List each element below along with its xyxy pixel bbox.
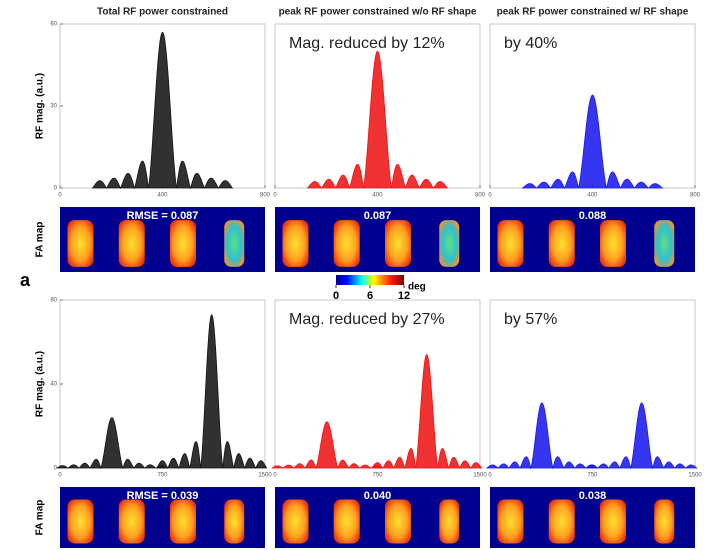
annotation: Mag. reduced by 27% (289, 311, 445, 328)
fa-blob (498, 220, 524, 267)
fa-blob (439, 500, 459, 544)
fa-blob (439, 220, 459, 267)
fa-blob (600, 220, 626, 267)
rmse-label: 0.088 (579, 210, 607, 222)
annotation: Mag. reduced by 12% (289, 35, 445, 52)
fa-blob (119, 220, 145, 267)
x-tick-label: 750 (157, 473, 168, 479)
y-axis-label: RF mag. (a.u.) (35, 73, 46, 139)
fa-blob (334, 500, 360, 544)
colorbar-tick-label: 6 (367, 290, 373, 302)
column-title: peak RF power constrained w/ RF shape (497, 7, 689, 18)
x-tick-label: 400 (587, 193, 598, 199)
x-tick-label: 800 (690, 193, 701, 199)
panel-label: a (20, 270, 31, 290)
fa-blob (224, 220, 244, 267)
y-tick-label: 30 (50, 104, 57, 110)
x-tick-label: 1500 (258, 473, 272, 479)
x-tick-label: 800 (475, 193, 486, 199)
colorbar-unit: deg (408, 282, 426, 293)
fa-blob (654, 500, 674, 544)
y-axis-label: RF mag. (a.u.) (35, 351, 46, 417)
x-tick-label: 1500 (473, 473, 487, 479)
x-tick-label: 750 (372, 473, 383, 479)
fa-blob (170, 500, 196, 544)
fa-blob (224, 500, 244, 544)
y-tick-label: 60 (50, 22, 57, 28)
rmse-label: 0.038 (579, 490, 607, 502)
y-tick-label: 40 (50, 382, 57, 388)
fa-blob (600, 500, 626, 544)
annotation: by 57% (504, 311, 557, 328)
x-tick-label: 1500 (688, 473, 702, 479)
figure: Total RF power constrained peak RF power … (0, 0, 723, 550)
rmse-label: 0.087 (364, 210, 392, 222)
colorbar-tick-label: 0 (333, 290, 339, 302)
rmse-label: RMSE = 0.087 (127, 210, 199, 222)
plot-frame (60, 300, 265, 468)
fa-label: FA map (35, 500, 46, 536)
x-tick-label: 400 (372, 193, 383, 199)
y-tick-label: 80 (50, 298, 57, 304)
x-tick-label: 400 (157, 193, 168, 199)
fa-blob (334, 220, 360, 267)
fa-blob (170, 220, 196, 267)
fa-blob (283, 220, 309, 267)
fa-label: FA map (35, 222, 46, 258)
column-title: peak RF power constrained w/o RF shape (279, 7, 477, 18)
colorbar (336, 275, 404, 285)
fa-blob (654, 220, 674, 267)
fa-blob (119, 500, 145, 544)
annotation: by 40% (504, 35, 557, 52)
x-tick-label: 800 (260, 193, 271, 199)
rmse-label: 0.040 (364, 490, 392, 502)
column-title: Total RF power constrained (97, 7, 228, 18)
x-tick-label: 750 (587, 473, 598, 479)
fa-blob (385, 500, 411, 544)
fa-blob (68, 220, 94, 267)
rmse-label: RMSE = 0.039 (127, 490, 199, 502)
fa-blob (385, 220, 411, 267)
fa-blob (68, 500, 94, 544)
fa-blob (283, 500, 309, 544)
fa-blob (549, 500, 575, 544)
fa-blob (549, 220, 575, 267)
fa-blob (498, 500, 524, 544)
